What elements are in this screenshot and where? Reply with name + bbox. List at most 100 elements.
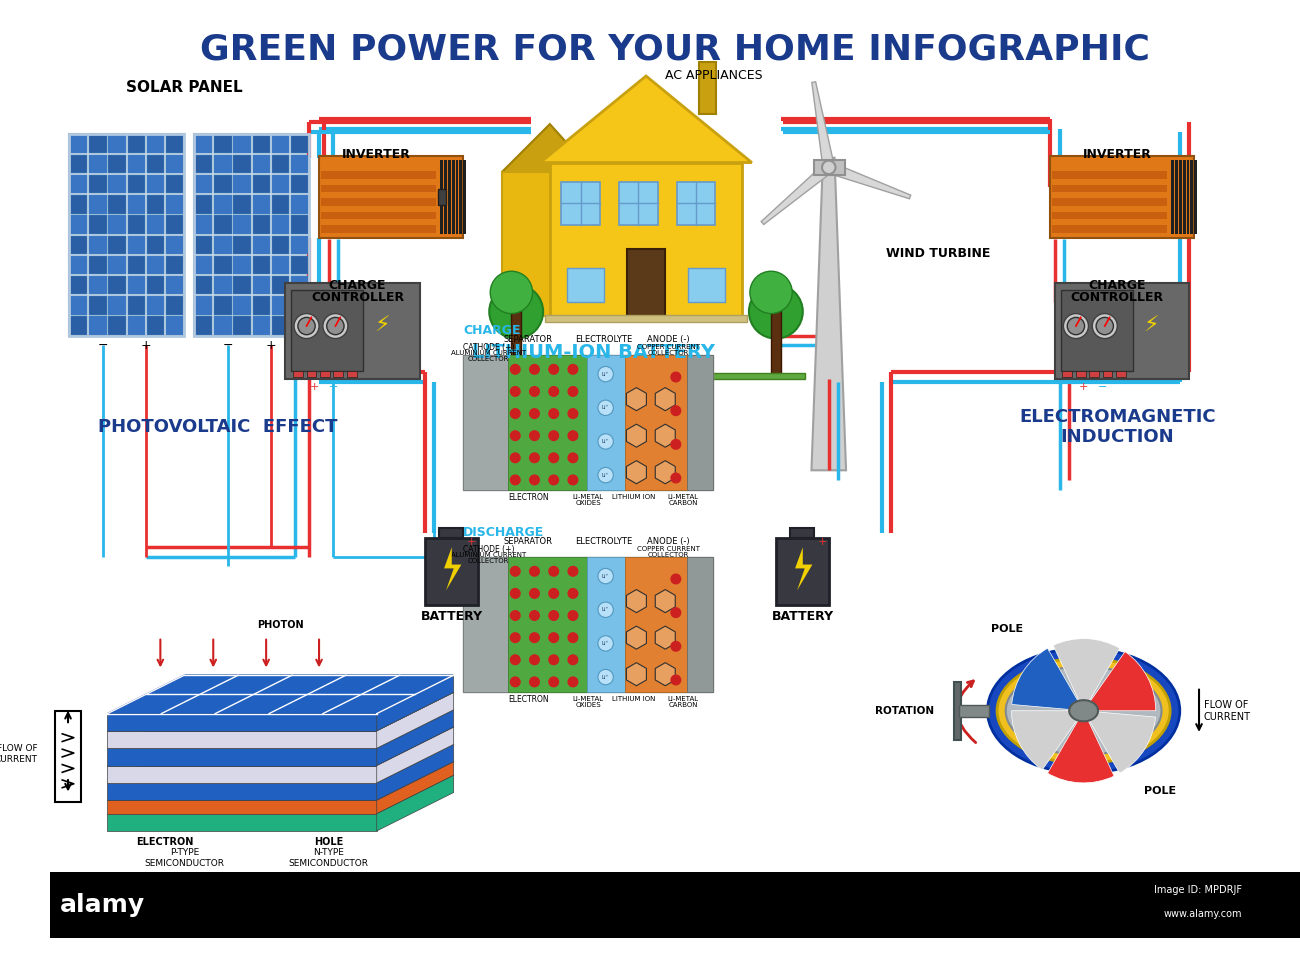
Bar [252, 256, 270, 274]
Text: HOLE: HOLE [315, 837, 343, 847]
Circle shape [568, 677, 577, 686]
Bar [195, 175, 212, 193]
Bar [195, 195, 212, 213]
Bar [166, 155, 183, 173]
Bar [147, 316, 164, 335]
Text: LITHIUM ION: LITHIUM ION [611, 696, 655, 703]
Bar [588, 556, 625, 691]
Text: ELECTROLYTE: ELECTROLYTE [575, 537, 632, 546]
Text: CHARGE: CHARGE [1088, 279, 1147, 293]
Bar [90, 316, 107, 335]
Circle shape [511, 409, 520, 419]
Text: LITHIUM ION: LITHIUM ION [611, 494, 655, 500]
Bar [291, 316, 308, 335]
Text: +: + [818, 537, 827, 548]
Text: Li⁺: Li⁺ [602, 607, 610, 612]
Text: CHARGE: CHARGE [329, 279, 386, 293]
Bar [234, 215, 251, 233]
Text: COLLECTOR: COLLECTOR [468, 356, 510, 361]
Wedge shape [1084, 710, 1156, 773]
Circle shape [529, 431, 539, 441]
Bar [70, 256, 87, 274]
Bar [70, 296, 87, 315]
Bar [108, 155, 126, 173]
Bar [234, 256, 251, 274]
Text: AC APPLIANCES: AC APPLIANCES [664, 70, 762, 82]
Text: −: − [1098, 381, 1108, 392]
Bar [166, 175, 183, 193]
Circle shape [568, 475, 577, 485]
Text: CATHODE (+): CATHODE (+) [463, 545, 514, 554]
Polygon shape [377, 775, 454, 831]
Bar [108, 256, 126, 274]
Bar [550, 163, 742, 316]
Bar [166, 276, 183, 294]
Circle shape [568, 567, 577, 576]
Bar [425, 537, 477, 605]
Bar [272, 135, 289, 153]
Circle shape [511, 453, 520, 463]
Bar [194, 134, 309, 336]
Bar [234, 296, 251, 315]
Bar [252, 276, 270, 294]
Text: COLLECTOR: COLLECTOR [647, 350, 689, 356]
Bar [234, 135, 251, 153]
Bar [272, 276, 289, 294]
Bar [195, 256, 212, 274]
Ellipse shape [1006, 666, 1161, 755]
Circle shape [294, 314, 318, 338]
Bar [49, 872, 1300, 938]
Circle shape [671, 641, 681, 651]
Bar [291, 296, 308, 315]
Text: Li⁺: Li⁺ [602, 641, 610, 646]
Bar [507, 556, 588, 691]
Polygon shape [796, 547, 812, 591]
Circle shape [1092, 314, 1117, 338]
Polygon shape [655, 626, 675, 649]
Bar [147, 155, 164, 173]
Polygon shape [108, 800, 377, 814]
Polygon shape [627, 663, 646, 685]
Circle shape [568, 633, 577, 642]
Bar [127, 175, 146, 193]
Bar [108, 175, 126, 193]
Polygon shape [762, 163, 832, 225]
Bar [214, 235, 231, 254]
Bar [272, 235, 289, 254]
Bar [214, 155, 231, 173]
Bar [127, 235, 146, 254]
Text: INVERTER: INVERTER [342, 148, 411, 162]
Polygon shape [627, 461, 646, 484]
Bar [234, 155, 251, 173]
Bar [90, 276, 107, 294]
Bar [291, 195, 308, 213]
Circle shape [549, 655, 559, 664]
Polygon shape [108, 783, 377, 800]
Bar [70, 316, 87, 335]
Text: CATHODE (+): CATHODE (+) [463, 342, 514, 352]
Circle shape [511, 386, 520, 396]
Circle shape [598, 366, 614, 381]
Bar [445, 160, 447, 233]
Bar [147, 195, 164, 213]
Bar [147, 256, 164, 274]
Text: ⚡: ⚡ [373, 316, 390, 337]
Bar [147, 276, 164, 294]
Circle shape [671, 406, 681, 416]
Bar [127, 296, 146, 315]
Bar [441, 160, 443, 233]
Polygon shape [377, 745, 454, 800]
Bar [562, 182, 599, 225]
Circle shape [598, 669, 614, 684]
Bar [90, 215, 107, 233]
Bar [1052, 225, 1167, 232]
Ellipse shape [1069, 700, 1098, 722]
Bar [688, 556, 714, 691]
Bar [70, 235, 87, 254]
Text: COLLECTOR: COLLECTOR [647, 552, 689, 558]
Circle shape [598, 602, 614, 618]
Bar [90, 135, 107, 153]
Bar [90, 296, 107, 315]
Bar [147, 135, 164, 153]
Bar [463, 556, 507, 691]
